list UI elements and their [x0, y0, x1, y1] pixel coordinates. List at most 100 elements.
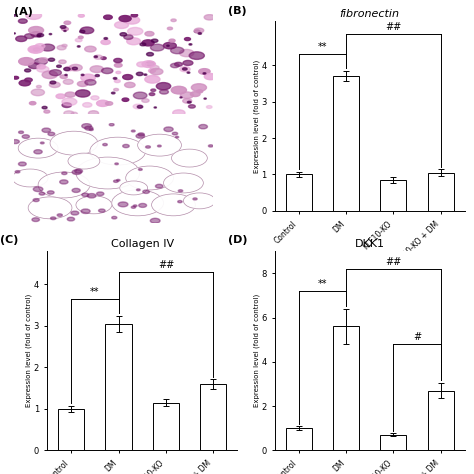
Circle shape: [89, 128, 93, 130]
Circle shape: [145, 75, 160, 83]
Text: (D): (D): [228, 235, 247, 245]
Circle shape: [64, 67, 70, 71]
Circle shape: [34, 58, 47, 65]
Circle shape: [124, 35, 133, 39]
Circle shape: [81, 74, 84, 76]
Circle shape: [22, 135, 29, 138]
Circle shape: [164, 42, 176, 49]
Bar: [380, 435, 406, 450]
Circle shape: [40, 142, 44, 144]
Circle shape: [85, 126, 93, 130]
Circle shape: [62, 172, 67, 174]
Circle shape: [167, 27, 173, 30]
Circle shape: [151, 39, 158, 42]
Circle shape: [13, 33, 15, 34]
Circle shape: [28, 197, 72, 219]
Circle shape: [184, 37, 191, 41]
Circle shape: [124, 16, 140, 24]
Circle shape: [204, 73, 217, 80]
Circle shape: [68, 153, 100, 169]
Circle shape: [146, 53, 154, 56]
Circle shape: [30, 47, 38, 52]
Circle shape: [182, 99, 191, 103]
Circle shape: [42, 71, 57, 79]
Circle shape: [197, 90, 203, 93]
Circle shape: [113, 78, 117, 79]
Circle shape: [189, 44, 192, 45]
Circle shape: [150, 65, 159, 70]
Circle shape: [189, 105, 195, 108]
Circle shape: [139, 203, 146, 208]
Circle shape: [64, 30, 66, 31]
Circle shape: [28, 63, 40, 69]
Bar: [428, 173, 454, 211]
Circle shape: [194, 30, 200, 33]
Circle shape: [149, 93, 155, 96]
Circle shape: [94, 56, 98, 57]
Circle shape: [199, 125, 208, 129]
Circle shape: [138, 133, 145, 136]
Circle shape: [48, 58, 55, 61]
Circle shape: [133, 104, 142, 109]
Circle shape: [77, 81, 88, 86]
Circle shape: [203, 73, 206, 74]
Circle shape: [182, 68, 187, 70]
Bar: [285, 428, 311, 450]
Circle shape: [78, 36, 83, 38]
Circle shape: [29, 101, 36, 105]
Circle shape: [90, 137, 146, 165]
Circle shape: [204, 98, 206, 99]
Circle shape: [136, 134, 145, 138]
Circle shape: [28, 46, 43, 53]
Circle shape: [26, 11, 42, 19]
Circle shape: [142, 61, 155, 67]
Circle shape: [131, 206, 136, 208]
Title: DKK1: DKK1: [355, 239, 385, 249]
Circle shape: [156, 82, 171, 90]
Circle shape: [112, 217, 117, 219]
Text: ##: ##: [385, 22, 401, 32]
Circle shape: [77, 46, 80, 47]
Circle shape: [94, 55, 102, 59]
Circle shape: [48, 132, 55, 136]
Circle shape: [118, 202, 128, 207]
Circle shape: [123, 74, 133, 80]
Circle shape: [56, 94, 65, 99]
Circle shape: [62, 44, 67, 47]
Circle shape: [120, 181, 147, 195]
Text: ##: ##: [385, 257, 401, 267]
Text: **: **: [318, 42, 327, 52]
Title: Collagen IV: Collagen IV: [110, 239, 174, 249]
Circle shape: [146, 146, 150, 148]
Circle shape: [82, 124, 91, 128]
Circle shape: [71, 112, 77, 115]
Circle shape: [72, 170, 82, 174]
Circle shape: [144, 74, 147, 75]
Circle shape: [172, 149, 207, 167]
Circle shape: [115, 163, 118, 164]
Circle shape: [18, 58, 34, 65]
Circle shape: [137, 189, 140, 191]
Circle shape: [76, 196, 112, 214]
Circle shape: [114, 80, 120, 82]
Circle shape: [104, 15, 112, 19]
Circle shape: [123, 145, 129, 148]
Circle shape: [169, 39, 175, 42]
Circle shape: [181, 92, 193, 99]
Circle shape: [25, 69, 31, 72]
Circle shape: [31, 32, 41, 37]
Circle shape: [204, 15, 215, 20]
Circle shape: [71, 211, 79, 215]
Circle shape: [65, 66, 73, 71]
Circle shape: [148, 69, 155, 73]
Circle shape: [91, 96, 99, 100]
Circle shape: [60, 180, 68, 184]
Circle shape: [171, 19, 176, 22]
Circle shape: [143, 190, 149, 193]
Bar: [58, 409, 84, 450]
Circle shape: [187, 72, 190, 73]
Bar: [153, 402, 179, 450]
Circle shape: [12, 169, 48, 187]
Circle shape: [89, 111, 99, 116]
Text: (A): (A): [14, 7, 33, 17]
